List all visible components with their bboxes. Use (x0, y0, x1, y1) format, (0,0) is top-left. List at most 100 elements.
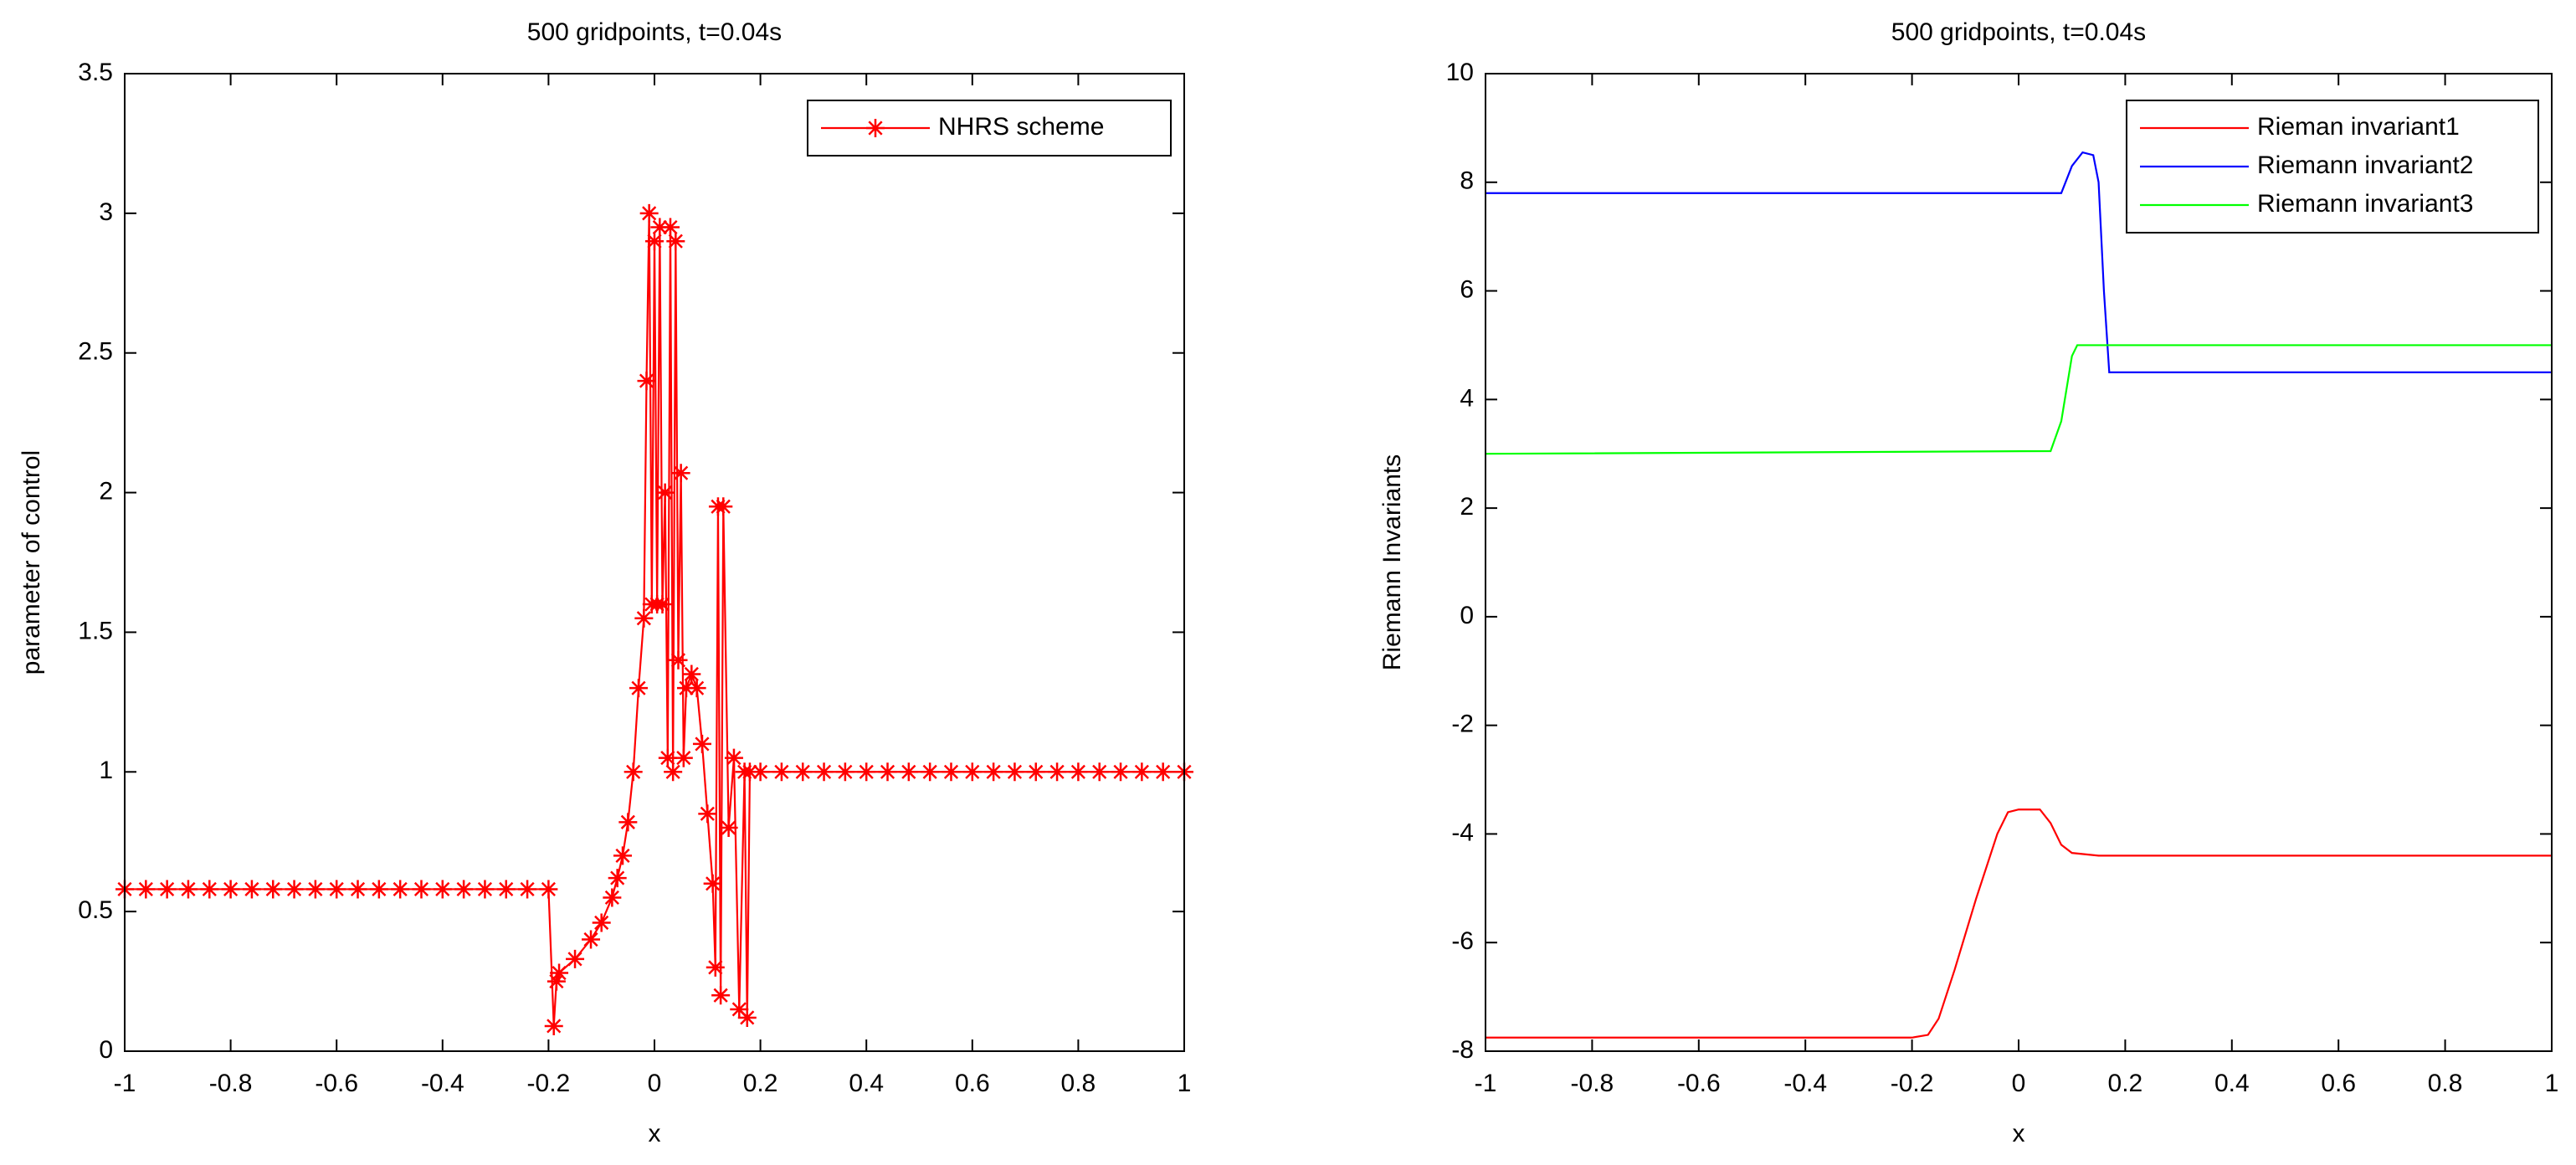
y-tick-label: 0.5 (78, 896, 113, 924)
data-marker (814, 762, 834, 782)
x-axis-label: x (2013, 1120, 2025, 1147)
chart-title: 500 gridpoints, t=0.04s (527, 18, 782, 46)
data-marker (1026, 762, 1045, 782)
data-marker (305, 880, 325, 899)
data-marker (613, 846, 633, 865)
x-tick-label: -0.6 (315, 1070, 358, 1097)
data-line (1486, 808, 2552, 1039)
x-tick-label: -0.2 (1891, 1070, 1934, 1097)
data-marker (496, 880, 516, 899)
data-marker (178, 880, 198, 899)
data-marker (582, 930, 601, 949)
y-axis-label: parameter of control (18, 450, 45, 675)
data-marker (618, 813, 638, 832)
axes-box (124, 73, 1185, 1052)
y-tick-label: 10 (1446, 59, 1474, 86)
data-marker (835, 762, 854, 782)
data-marker (740, 762, 759, 782)
data-marker (1069, 762, 1088, 782)
data-marker (857, 762, 876, 782)
chart-title: 500 gridpoints, t=0.04s (1891, 18, 2146, 46)
x-axis-label: x (649, 1120, 661, 1147)
data-marker (737, 1008, 757, 1027)
x-tick-label: -0.2 (527, 1070, 571, 1097)
data-marker (369, 880, 388, 899)
data-marker (1005, 762, 1024, 782)
data-marker (1132, 762, 1152, 782)
y-tick-label: -2 (1451, 711, 1474, 738)
data-marker (454, 880, 474, 899)
y-tick-label: 0 (99, 1036, 113, 1064)
data-marker (669, 650, 688, 670)
plot-area (1486, 74, 2552, 1051)
y-tick-label: -8 (1451, 1036, 1474, 1064)
data-marker (703, 874, 722, 893)
data-marker (608, 869, 627, 888)
data-marker (698, 804, 717, 824)
data-marker (676, 679, 695, 698)
y-tick-label: 0 (1460, 602, 1474, 629)
data-marker (751, 762, 770, 782)
axes-box (1485, 73, 2553, 1052)
data-marker (878, 762, 897, 782)
x-tick-label: 0.8 (1061, 1070, 1096, 1097)
x-tick-label: 0 (2012, 1070, 2026, 1097)
data-marker (544, 1016, 563, 1035)
data-marker (221, 880, 240, 899)
data-marker (391, 880, 410, 899)
data-marker (348, 880, 367, 899)
data-marker (412, 880, 431, 899)
y-tick-label: -6 (1451, 927, 1474, 955)
x-tick-label: 1 (1178, 1070, 1192, 1097)
data-marker (327, 880, 346, 899)
data-marker (899, 762, 918, 782)
data-marker (921, 762, 940, 782)
y-tick-label: 3.5 (78, 59, 113, 86)
data-marker (687, 679, 706, 698)
data-marker (660, 218, 680, 237)
data-line (1485, 344, 2552, 455)
data-marker (653, 595, 672, 614)
y-tick-label: 2 (99, 477, 113, 505)
x-tick-label: 0.2 (2108, 1070, 2143, 1097)
data-marker (1153, 762, 1173, 782)
y-tick-label: 1.5 (78, 617, 113, 644)
y-tick-label: 8 (1460, 167, 1474, 195)
data-marker (603, 888, 622, 907)
x-tick-label: 0.6 (2321, 1070, 2356, 1097)
y-tick-label: 2 (1460, 493, 1474, 521)
data-marker (714, 497, 733, 516)
data-marker (433, 880, 452, 899)
legend-label: Riemann invariant2 (2257, 151, 2473, 179)
x-tick-label: -0.4 (1783, 1070, 1827, 1097)
x-tick-label: 0.8 (2428, 1070, 2463, 1097)
x-tick-label: 0.6 (955, 1070, 990, 1097)
data-marker (592, 913, 611, 932)
legend-label: Riemann invariant3 (2257, 190, 2473, 218)
data-marker (984, 762, 1003, 782)
data-marker (711, 986, 731, 1005)
y-tick-label: 1 (99, 757, 113, 784)
x-tick-label: -0.6 (1677, 1070, 1721, 1097)
data-marker (724, 748, 743, 767)
data-marker (682, 665, 701, 684)
data-marker (475, 880, 495, 899)
data-marker (942, 762, 961, 782)
data-marker (200, 880, 219, 899)
data-marker (629, 679, 649, 698)
data-marker (157, 880, 177, 899)
x-tick-label: -1 (114, 1070, 136, 1097)
data-marker (547, 972, 566, 991)
data-marker (623, 762, 643, 782)
data-marker (650, 218, 670, 237)
x-tick-label: 0.4 (2214, 1070, 2250, 1097)
data-marker (793, 762, 813, 782)
data-marker (719, 819, 738, 838)
data-marker (666, 232, 685, 251)
x-tick-label: -0.8 (209, 1070, 253, 1097)
data-marker (539, 880, 558, 899)
data-marker (706, 957, 725, 977)
data-marker (566, 949, 585, 968)
data-marker (518, 880, 537, 899)
data-marker (645, 232, 664, 251)
